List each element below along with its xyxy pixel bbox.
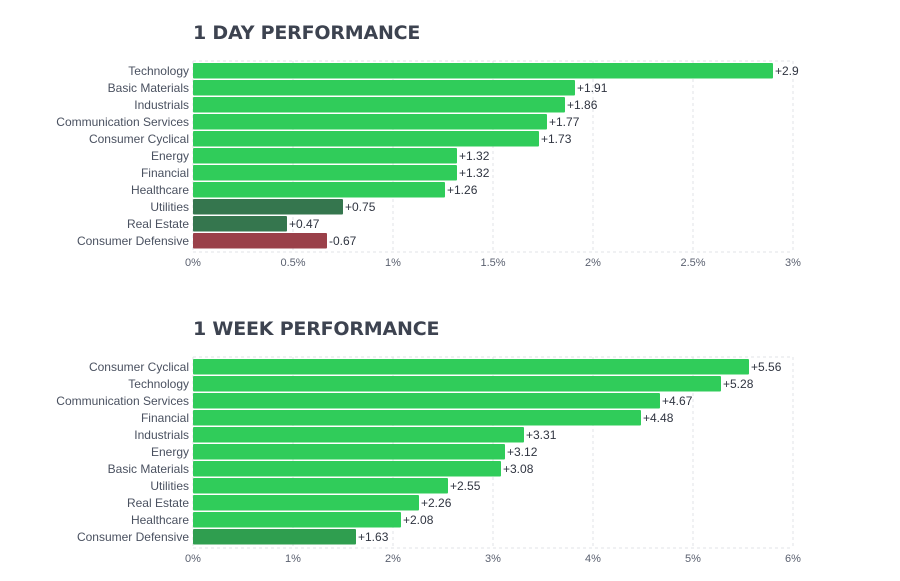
day-x-tick-label: 1% (385, 257, 401, 269)
day-value-label: +1.77 (549, 115, 580, 129)
day-bar (193, 165, 457, 181)
week-category-label: Consumer Cyclical (89, 360, 189, 374)
week-value-label: +4.48 (643, 411, 674, 425)
day-value-label: +0.75 (345, 200, 376, 214)
week-bar (193, 393, 660, 409)
day-x-tick-label: 3% (785, 257, 801, 269)
week-value-label: +3.31 (526, 428, 557, 442)
week-value-label: +2.26 (421, 496, 452, 510)
day-value-label: +0.47 (289, 217, 320, 231)
day-x-tick-label: 0% (185, 257, 201, 269)
day-x-tick-label: 1.5% (480, 257, 505, 269)
week-bar (193, 359, 749, 375)
week-bar (193, 410, 641, 426)
day-x-tick-label: 0.5% (280, 257, 305, 269)
day-category-label: Technology (128, 64, 189, 78)
week-category-label: Industrials (134, 428, 189, 442)
day-bar (193, 131, 539, 147)
day-category-label: Energy (151, 149, 189, 163)
day-category-label: Communication Services (56, 115, 189, 129)
day-performance-title: 1 DAY PERFORMANCE (193, 22, 421, 44)
week-value-label: +2.08 (403, 513, 434, 527)
day-bar (193, 199, 343, 215)
week-x-tick-label: 4% (585, 553, 601, 565)
week-value-label: +5.56 (751, 360, 782, 374)
day-bar (193, 182, 445, 198)
day-x-tick-label: 2.5% (680, 257, 705, 269)
week-performance-chart: Consumer Cyclical +5.56 Technology +5.28 Com… (56, 356, 801, 565)
week-category-label: Communication Services (56, 394, 189, 408)
week-x-tick-label: 6% (785, 553, 801, 565)
week-bar (193, 444, 505, 460)
day-category-label: Healthcare (131, 183, 189, 197)
day-value-label: +1.91 (577, 81, 608, 95)
day-value-label: +1.86 (567, 98, 598, 112)
day-category-label: Utilities (150, 200, 189, 214)
day-x-tick-label: 2% (585, 257, 601, 269)
day-category-label: Basic Materials (108, 81, 189, 95)
week-bar (193, 512, 401, 528)
day-bar (193, 80, 575, 96)
day-category-label: Consumer Defensive (77, 234, 189, 248)
day-category-label: Consumer Cyclical (89, 132, 189, 146)
day-bar (193, 97, 565, 113)
day-bar (193, 233, 327, 249)
week-x-tick-label: 1% (285, 553, 301, 565)
week-bar (193, 427, 524, 443)
day-category-label: Financial (141, 166, 189, 180)
week-bar (193, 529, 356, 545)
week-value-label: +2.55 (450, 479, 481, 493)
week-category-label: Utilities (150, 479, 189, 493)
day-value-label: -0.67 (329, 234, 357, 248)
day-performance-chart: Technology +2.9 Basic Materials +1.91 Indust… (56, 60, 801, 269)
week-category-label: Consumer Defensive (77, 530, 189, 544)
week-category-label: Healthcare (131, 513, 189, 527)
week-value-label: +4.67 (662, 394, 693, 408)
week-value-label: +3.08 (503, 462, 534, 476)
week-x-tick-label: 2% (385, 553, 401, 565)
day-value-label: +1.73 (541, 132, 572, 146)
day-bar (193, 148, 457, 164)
week-category-label: Real Estate (127, 496, 189, 510)
week-value-label: +3.12 (507, 445, 538, 459)
week-x-tick-label: 5% (685, 553, 701, 565)
day-value-label: +1.32 (459, 149, 490, 163)
week-bar (193, 478, 448, 494)
week-category-label: Technology (128, 377, 189, 391)
day-category-label: Real Estate (127, 217, 189, 231)
day-value-label: +1.26 (447, 183, 478, 197)
week-bar (193, 376, 721, 392)
day-bar (193, 114, 547, 130)
day-value-label: +2.9 (775, 64, 799, 78)
week-performance-title: 1 WEEK PERFORMANCE (193, 318, 440, 340)
week-x-tick-label: 0% (185, 553, 201, 565)
week-category-label: Basic Materials (108, 462, 189, 476)
day-bar (193, 63, 773, 79)
day-bar (193, 216, 287, 232)
week-value-label: +1.63 (358, 530, 389, 544)
day-category-label: Industrials (134, 98, 189, 112)
week-value-label: +5.28 (723, 377, 754, 391)
week-category-label: Financial (141, 411, 189, 425)
week-bar (193, 495, 419, 511)
week-bar (193, 461, 501, 477)
week-x-tick-label: 3% (485, 553, 501, 565)
day-value-label: +1.32 (459, 166, 490, 180)
week-category-label: Energy (151, 445, 189, 459)
